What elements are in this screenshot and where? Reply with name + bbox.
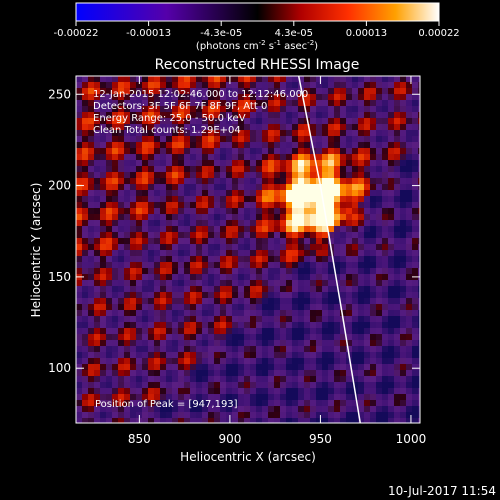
colorbar-tick-label: -0.00013 [126, 28, 171, 39]
colorbar-tick-label: 0.00013 [346, 28, 387, 39]
annotation-detectors: Detectors: 3F 5F 6F 7F 8F 9F, Att 0 [93, 101, 267, 112]
colorbar-ticks: -0.00022 -0.00013 -4.3e-05 4.3e-05 0.00013 0.… [54, 21, 460, 39]
axis-ticks: 850 900 950 1000 100 150 200 250 [48, 76, 426, 446]
annotation-time: 12-Jan-2015 12:02:46.000 to 12:12:46.000 [93, 89, 308, 100]
y-tick-label: 200 [48, 179, 71, 193]
plot-frame [75, 75, 421, 424]
heatmap-cells [76, 76, 420, 423]
x-tick-label: 850 [128, 432, 151, 446]
x-axis-label: Heliocentric X (arcsec) [180, 450, 316, 464]
colorbar-tick-label: 0.00022 [418, 28, 459, 39]
heatmap-image [76, 76, 420, 423]
colorbar [75, 2, 440, 22]
y-tick-label: 100 [48, 361, 71, 375]
colorbar-unit-label: (photons cm-2 s-1 asec-2) [196, 39, 318, 52]
annotation-counts: Clean Total counts: 1.29E+04 [93, 125, 241, 136]
x-tick-label: 900 [218, 432, 241, 446]
y-tick-label: 150 [48, 270, 71, 284]
colorbar-tick-label: -0.00022 [54, 28, 99, 39]
solar-limb [297, 76, 361, 423]
colorbar-tick-label: -4.3e-05 [200, 28, 242, 39]
colorbar-tick-label: 4.3e-05 [275, 28, 313, 39]
x-tick-label: 1000 [396, 432, 427, 446]
y-axis-label: Heliocentric Y (arcsec) [29, 183, 43, 318]
chart-title: Reconstructed RHESSI Image [155, 57, 360, 73]
x-tick-label: 950 [309, 432, 332, 446]
footer-timestamp: 10-Jul-2017 11:54 [388, 484, 496, 498]
peak-position-label: Position of Peak = [947,193] [95, 399, 238, 410]
annotation-energy: Energy Range: 25.0 - 50.0 keV [93, 113, 246, 124]
y-tick-label: 250 [48, 87, 71, 101]
